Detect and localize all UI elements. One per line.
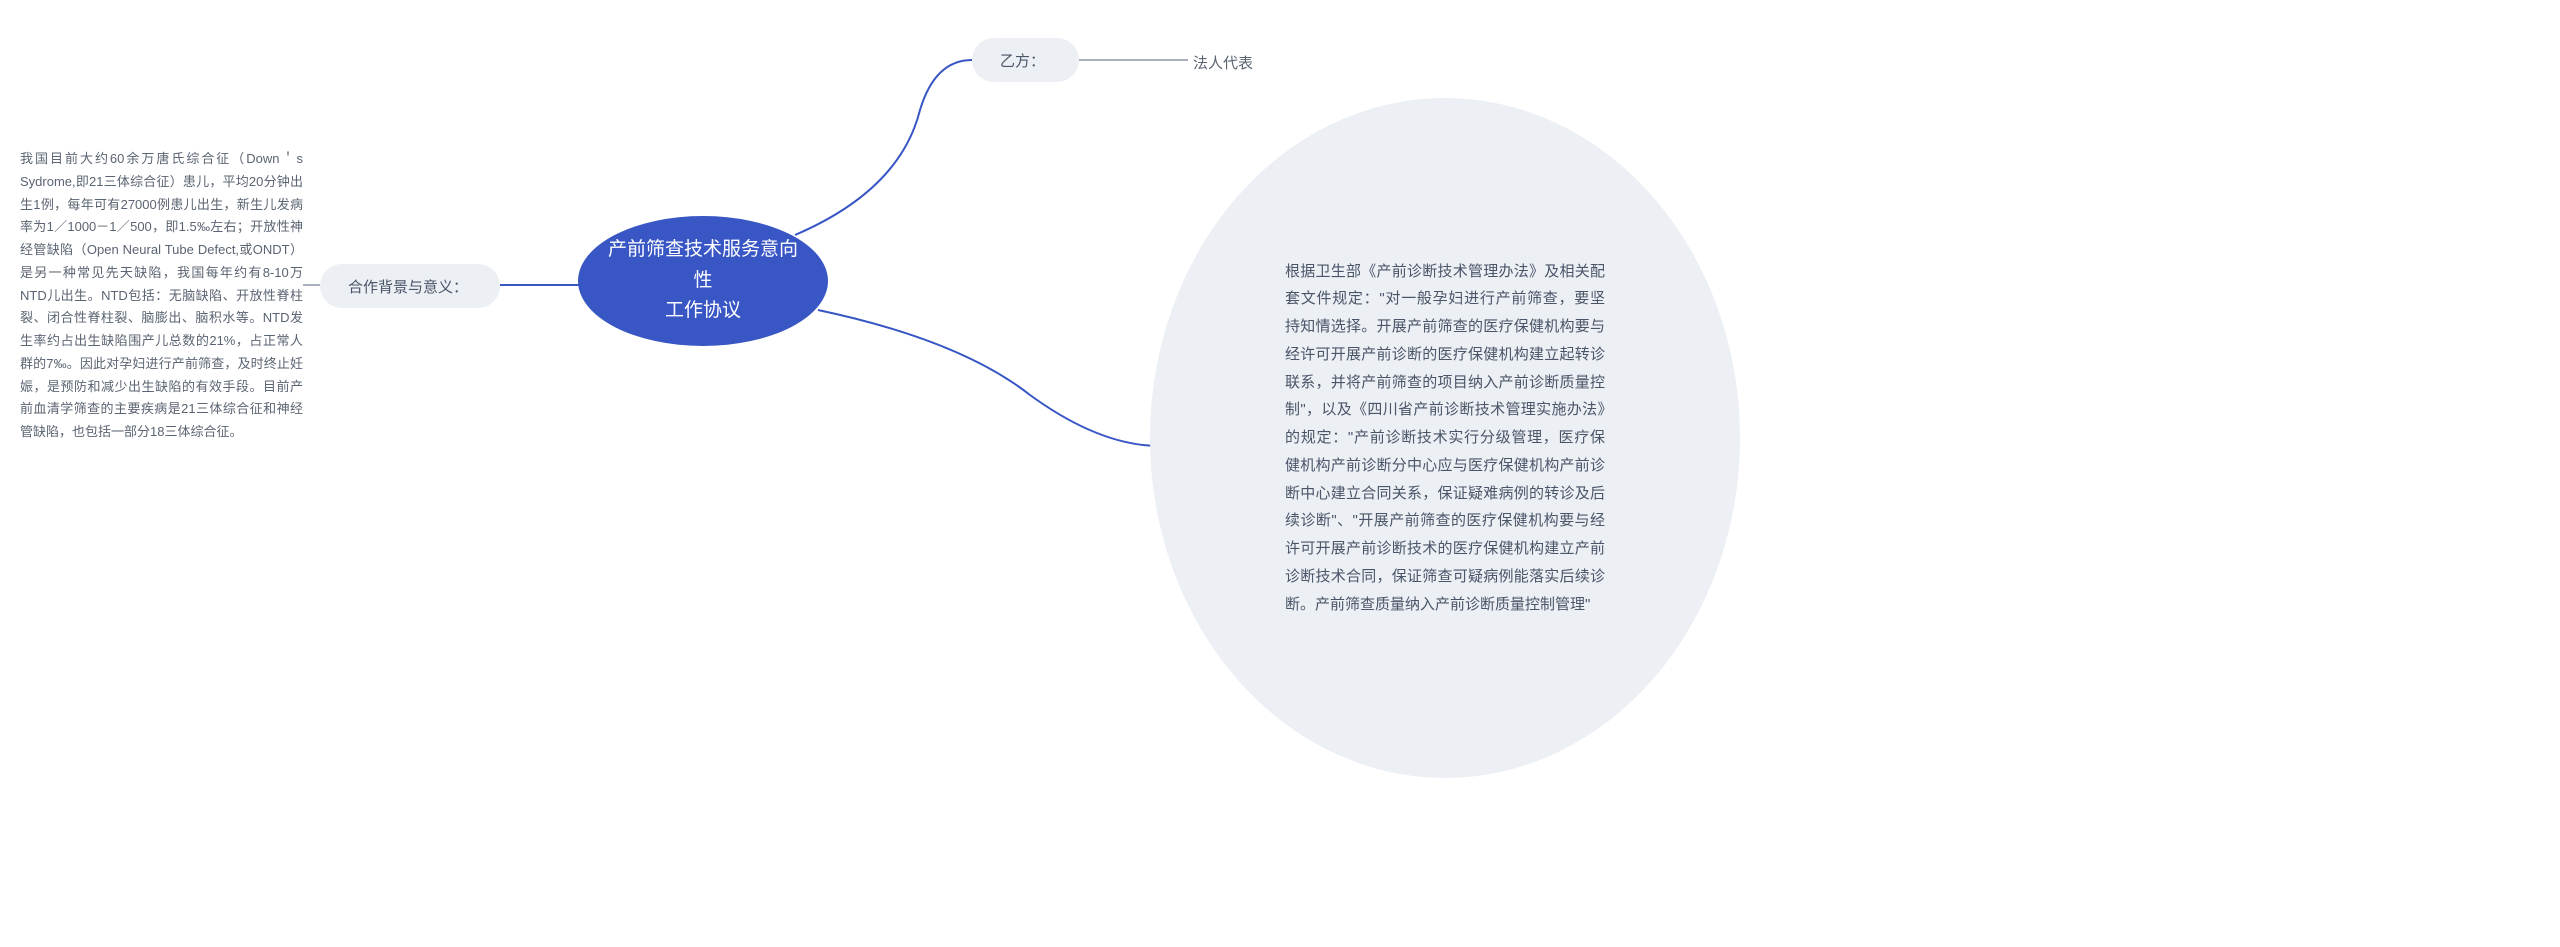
central-node: 产前筛查技术服务意向性 工作协议 <box>578 216 828 346</box>
leaf-right-top-text: 法人代表 <box>1193 55 1253 72</box>
branch-right-top: 乙方： <box>972 38 1079 82</box>
leaf-right-large: 根据卫生部《产前诊断技术管理办法》及相关配套文件规定："对一般孕妇进行产前筛查，… <box>1150 98 1740 778</box>
leaf-left: 我国目前大约60余万唐氏综合征（Down＇s Sydrome,即21三体综合征）… <box>20 148 303 444</box>
leaf-right-large-text: 根据卫生部《产前诊断技术管理办法》及相关配套文件规定："对一般孕妇进行产前筛查，… <box>1285 258 1605 619</box>
leaf-right-top: 法人代表 <box>1193 51 1253 77</box>
branch-left-label: 合作背景与意义： <box>348 276 468 297</box>
branch-left: 合作背景与意义： <box>320 264 500 308</box>
central-title: 产前筛查技术服务意向性 工作协议 <box>608 235 798 326</box>
branch-right-top-label: 乙方： <box>1000 50 1045 71</box>
leaf-left-text: 我国目前大约60余万唐氏综合征（Down＇s Sydrome,即21三体综合征）… <box>20 151 303 439</box>
